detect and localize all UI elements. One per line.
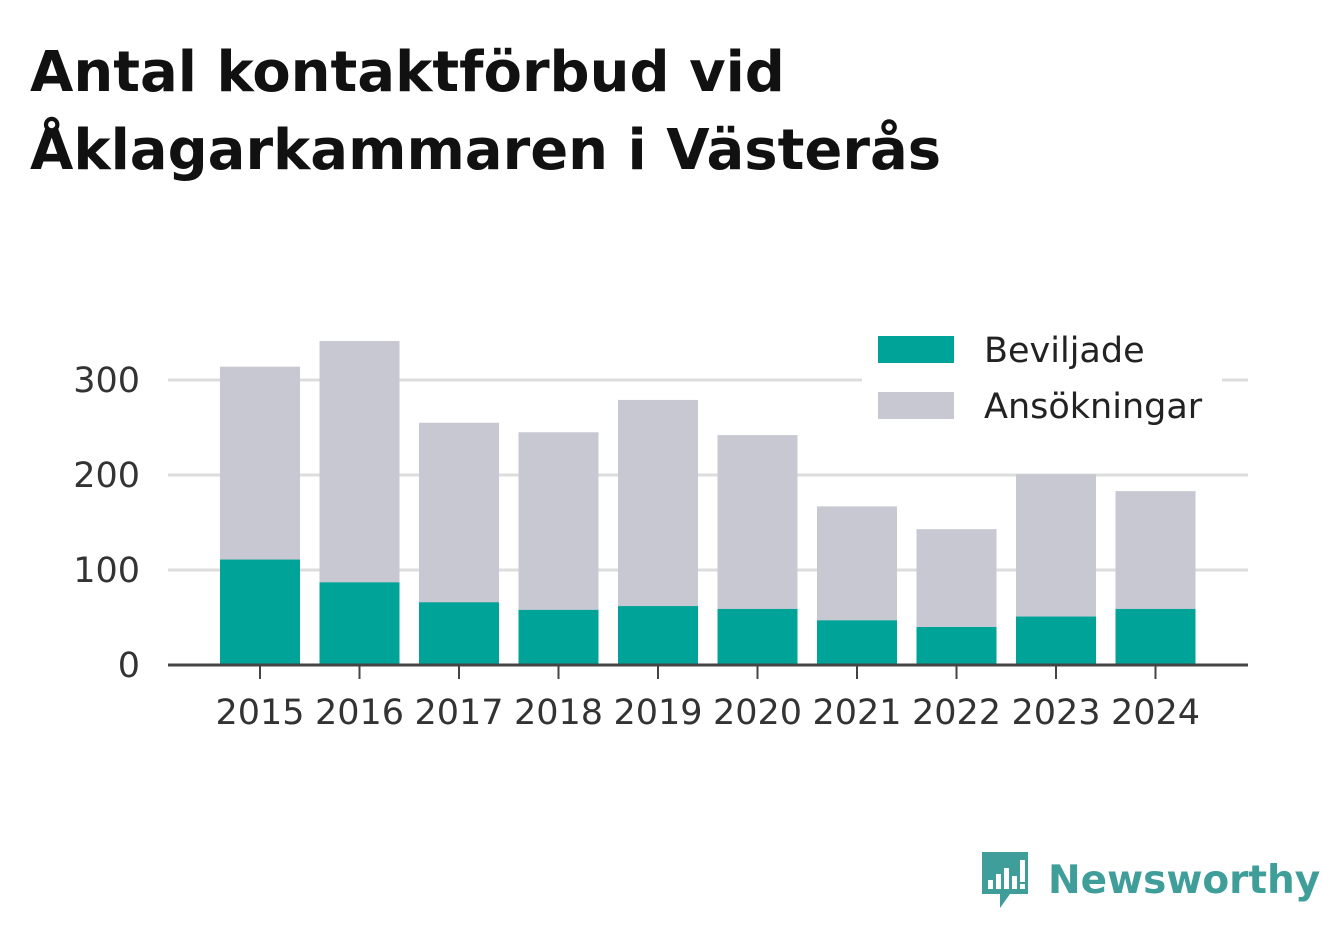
- chart-title: Antal kontaktförbud vid Åklagarkammaren …: [30, 34, 1130, 190]
- x-tick-label: 2016: [315, 693, 404, 733]
- bar-beviljade-2019: [618, 606, 698, 665]
- x-tick-label: 2019: [613, 693, 702, 733]
- bar-beviljade-2022: [916, 627, 997, 665]
- legend-label-beviljade: Beviljade: [984, 331, 1145, 371]
- x-tick-label: 2023: [1011, 693, 1100, 733]
- y-tick-label: 200: [73, 456, 140, 496]
- bar-beviljade-2015: [220, 559, 300, 665]
- newsworthy-logo-icon: [982, 852, 1028, 908]
- bar-beviljade-2024: [1115, 608, 1196, 665]
- x-tick-label: 2017: [414, 693, 503, 733]
- y-tick-label: 300: [73, 361, 140, 401]
- x-tick-label: 2021: [812, 693, 901, 733]
- x-tick-label: 2024: [1111, 693, 1200, 733]
- legend-label-ansökningar: Ansökningar: [984, 387, 1203, 427]
- bar-beviljade-2020: [717, 608, 798, 665]
- x-tick-label: 2018: [514, 693, 603, 733]
- x-tick-label: 2022: [912, 693, 1001, 733]
- x-tick-label: 2015: [215, 693, 304, 733]
- y-tick-label: 0: [118, 646, 140, 686]
- legend-swatch-ansökningar: [878, 392, 954, 419]
- bar-beviljade-2017: [419, 602, 499, 665]
- chart-title-line-1: Antal kontaktförbud vid: [30, 40, 785, 105]
- y-tick-label: 100: [73, 551, 140, 591]
- bar-beviljade-2016: [319, 582, 400, 665]
- x-tick-label: 2020: [713, 693, 802, 733]
- brand-logo: Newsworthy: [980, 848, 1320, 912]
- bar-beviljade-2023: [1016, 616, 1096, 665]
- bar-beviljade-2018: [518, 609, 599, 665]
- legend-swatch-beviljade: [878, 336, 954, 363]
- bar-beviljade-2021: [817, 620, 897, 665]
- brand-name: Newsworthy: [1048, 857, 1321, 903]
- chart-title-line-2: Åklagarkammaren i Västerås: [30, 118, 942, 183]
